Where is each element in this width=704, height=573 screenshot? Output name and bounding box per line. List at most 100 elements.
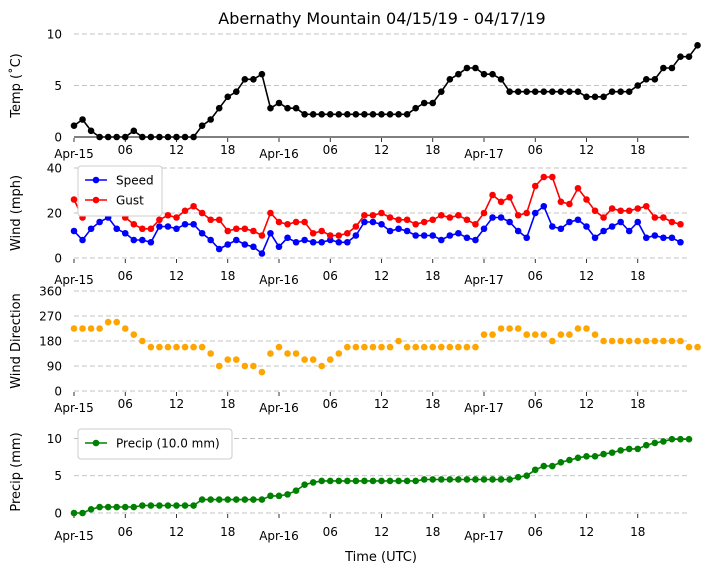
data-point (472, 343, 479, 351)
data-point (147, 502, 155, 509)
data-point (634, 337, 642, 345)
data-point (130, 331, 138, 338)
data-point (275, 218, 283, 226)
data-point (566, 218, 573, 226)
data-point (164, 502, 172, 509)
data-point (642, 337, 650, 345)
x-tick-label: Apr-17 (464, 401, 504, 415)
data-point (600, 337, 607, 345)
data-point (523, 88, 531, 95)
data-point (344, 111, 351, 118)
panel-4: 0 5 10 Apr-15 06 12 18 Apr-16 06 12 18 Apr-17 06 12 18… (9, 428, 693, 543)
data-point (412, 220, 419, 228)
data-point (232, 496, 240, 503)
data-point (318, 238, 326, 246)
data-point (557, 331, 565, 338)
data-point (215, 245, 223, 253)
data-point (549, 223, 556, 230)
data-point (472, 64, 479, 72)
data-point (386, 214, 394, 221)
data-point (489, 214, 496, 221)
y-axis-label: Temp (˚C) (8, 53, 24, 119)
data-point (139, 225, 146, 233)
series-line (73, 44, 699, 138)
x-tick-label: 06 (118, 525, 133, 539)
data-point (617, 88, 624, 95)
x-tick-label: 12 (169, 525, 184, 539)
x-tick-label: 12 (169, 143, 184, 157)
data-point (437, 343, 445, 351)
data-point (378, 477, 385, 485)
data-point (352, 111, 360, 118)
y-tick-label: 10 (47, 432, 62, 446)
data-point (104, 318, 112, 326)
data-point (660, 214, 667, 221)
data-point (625, 445, 633, 453)
y-tick-label: 270 (39, 310, 62, 324)
panel-3: 0 90 180 270 360 Apr-15 06 12 18 Apr-16 06 12 18 Apr-… (9, 285, 701, 415)
x-tick-label: 18 (630, 143, 645, 157)
data-point (463, 216, 471, 224)
y-axis-label: Precip (mm) (9, 432, 24, 511)
data-point (437, 236, 445, 244)
data-point (181, 220, 189, 228)
data-point (258, 368, 266, 376)
data-point (506, 88, 513, 95)
data-point (677, 238, 684, 246)
x-tick-label: 18 (425, 269, 440, 283)
data-point (583, 223, 590, 230)
data-point (617, 218, 624, 226)
data-point (514, 88, 522, 95)
data-point (412, 232, 419, 239)
data-point (608, 223, 616, 230)
x-tick-label: 18 (630, 397, 645, 411)
x-tick-label: 06 (323, 397, 338, 411)
data-point (386, 227, 394, 235)
data-point (566, 88, 573, 95)
data-point (352, 232, 360, 239)
data-point (96, 218, 103, 226)
data-point (412, 477, 419, 485)
data-point (557, 459, 565, 466)
x-tick-label: 18 (220, 397, 235, 411)
data-point (344, 343, 351, 351)
data-point (514, 211, 522, 219)
data-point (660, 438, 667, 445)
data-point (557, 88, 565, 95)
data-point (395, 477, 402, 485)
data-point (232, 236, 240, 244)
data-point (181, 343, 189, 351)
data-point (608, 205, 616, 212)
data-point (318, 111, 326, 118)
y-tick-label: 0 (54, 385, 62, 399)
data-point (591, 207, 599, 215)
data-point (429, 476, 437, 483)
data-point (617, 337, 624, 345)
data-point (318, 477, 326, 485)
data-point (455, 476, 462, 483)
data-point (70, 227, 78, 235)
data-point (583, 196, 590, 203)
data-point (207, 216, 214, 224)
data-point (121, 503, 129, 511)
data-point (70, 325, 78, 332)
data-point (301, 218, 308, 226)
y-tick-label: 5 (54, 79, 62, 93)
data-point (403, 227, 411, 235)
data-point (87, 127, 95, 135)
data-point (309, 356, 317, 363)
x-tick-label: Apr-16 (259, 529, 299, 543)
data-point (70, 509, 78, 517)
data-point (224, 241, 232, 248)
y-tick-label: 0 (54, 507, 62, 521)
data-point (326, 356, 334, 363)
x-tick-label: Apr-17 (464, 147, 504, 161)
data-point (455, 70, 462, 78)
data-point (284, 234, 291, 242)
data-point (489, 476, 496, 483)
data-point (267, 492, 274, 500)
data-point (301, 236, 308, 244)
data-point (70, 122, 78, 129)
data-point (642, 76, 650, 83)
data-point (207, 116, 214, 123)
